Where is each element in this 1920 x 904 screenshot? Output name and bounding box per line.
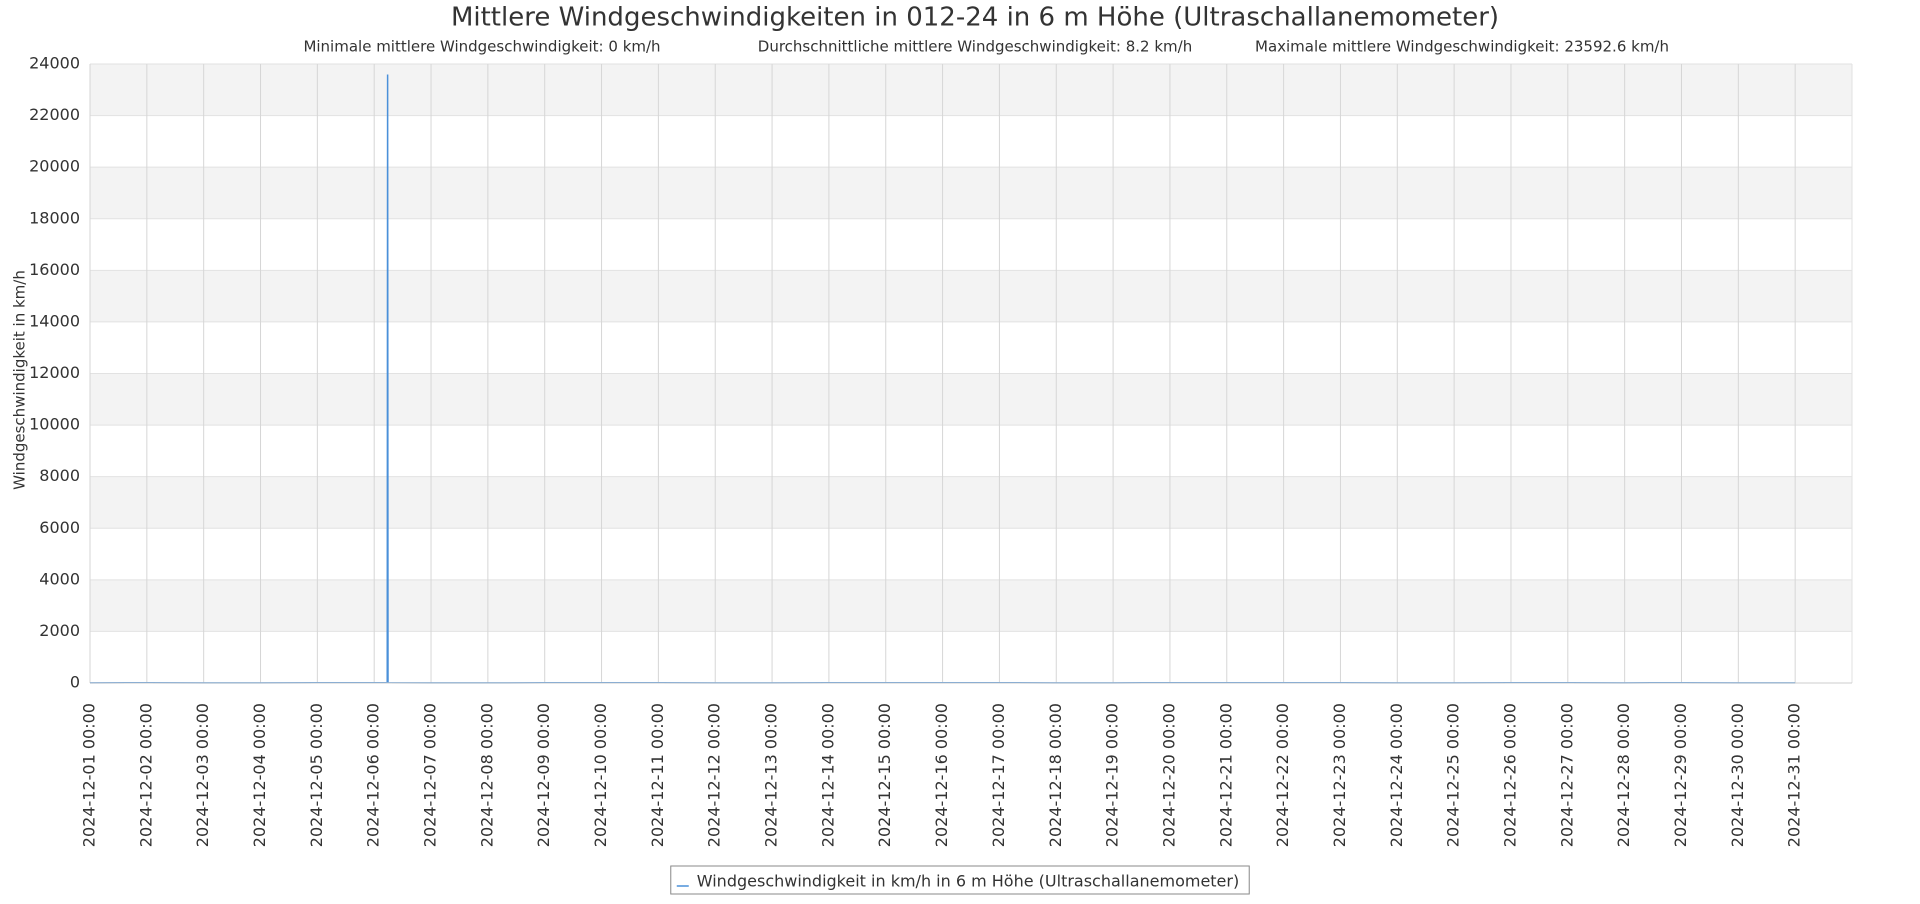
x-tick-label: 2024-12-15 00:00 <box>875 703 894 847</box>
subtitle: Maximale mittlere Windgeschwindigkeit: 2… <box>1255 38 1669 56</box>
grid-band <box>90 167 1852 219</box>
x-tick-label: 2024-12-13 00:00 <box>762 703 781 847</box>
x-tick-label: 2024-12-20 00:00 <box>1159 703 1178 847</box>
x-tick-label: 2024-12-24 00:00 <box>1387 703 1406 847</box>
y-tick-label: 18000 <box>29 208 80 227</box>
chart-title: Mittlere Windgeschwindigkeiten in 012-24… <box>451 3 1499 33</box>
x-tick-label: 2024-12-28 00:00 <box>1614 703 1633 847</box>
y-tick-label: 22000 <box>29 105 80 124</box>
x-tick-label: 2024-12-14 00:00 <box>818 703 837 847</box>
y-axis-label: Windgeschwindigkeit in km/h <box>11 270 29 490</box>
x-tick-label: 2024-12-29 00:00 <box>1671 703 1690 847</box>
x-tick-label: 2024-12-19 00:00 <box>1103 703 1122 847</box>
y-tick-label: 12000 <box>29 363 80 382</box>
y-tick-label: 10000 <box>29 415 80 434</box>
subtitle: Minimale mittlere Windgeschwindigkeit: 0… <box>303 38 660 56</box>
x-tick-label: 2024-12-02 00:00 <box>136 703 155 847</box>
x-tick-label: 2024-12-07 00:00 <box>421 703 440 847</box>
x-tick-label: 2024-12-27 00:00 <box>1557 703 1576 847</box>
x-tick-label: 2024-12-12 00:00 <box>705 703 724 847</box>
x-tick-label: 2024-12-16 00:00 <box>932 703 951 847</box>
y-tick-label: 4000 <box>39 569 80 588</box>
x-tick-label: 2024-12-25 00:00 <box>1444 703 1463 847</box>
legend-label: Windgeschwindigkeit in km/h in 6 m Höhe … <box>697 872 1239 891</box>
y-tick-label: 2000 <box>39 621 80 640</box>
x-tick-label: 2024-12-11 00:00 <box>648 703 667 847</box>
subtitle: Durchschnittliche mittlere Windgeschwind… <box>758 38 1192 56</box>
grid-band <box>90 373 1852 426</box>
grid-band <box>90 476 1852 529</box>
grid-band <box>90 270 1852 322</box>
x-tick-label: 2024-12-03 00:00 <box>193 703 212 847</box>
x-tick-label: 2024-12-18 00:00 <box>1046 703 1065 847</box>
x-tick-label: 2024-12-01 00:00 <box>80 703 99 847</box>
x-tick-label: 2024-12-31 00:00 <box>1785 703 1804 847</box>
x-tick-label: 2024-12-26 00:00 <box>1500 703 1519 847</box>
x-tick-label: 2024-12-10 00:00 <box>591 703 610 847</box>
grid-band <box>90 64 1852 116</box>
x-tick-label: 2024-12-21 00:00 <box>1216 703 1235 847</box>
y-tick-label: 8000 <box>39 466 80 485</box>
y-tick-label: 20000 <box>29 157 80 176</box>
legend: Windgeschwindigkeit in km/h in 6 m Höhe … <box>670 865 1250 895</box>
y-tick-label: 24000 <box>29 54 80 73</box>
x-tick-label: 2024-12-04 00:00 <box>250 703 269 847</box>
x-tick-label: 2024-12-30 00:00 <box>1728 703 1747 847</box>
x-tick-label: 2024-12-05 00:00 <box>307 703 326 847</box>
x-tick-label: 2024-12-08 00:00 <box>477 703 496 847</box>
x-tick-label: 2024-12-23 00:00 <box>1330 703 1349 847</box>
grid-band <box>90 579 1852 632</box>
y-tick-label: 14000 <box>29 311 80 330</box>
y-tick-label: 0 <box>70 673 80 692</box>
x-tick-label: 2024-12-17 00:00 <box>989 703 1008 847</box>
x-tick-label: 2024-12-22 00:00 <box>1273 703 1292 847</box>
x-tick-label: 2024-12-09 00:00 <box>534 703 553 847</box>
x-tick-label: 2024-12-06 00:00 <box>364 703 383 847</box>
legend-box <box>670 865 1250 895</box>
y-tick-label: 16000 <box>29 260 80 279</box>
y-tick-label: 6000 <box>39 518 80 537</box>
